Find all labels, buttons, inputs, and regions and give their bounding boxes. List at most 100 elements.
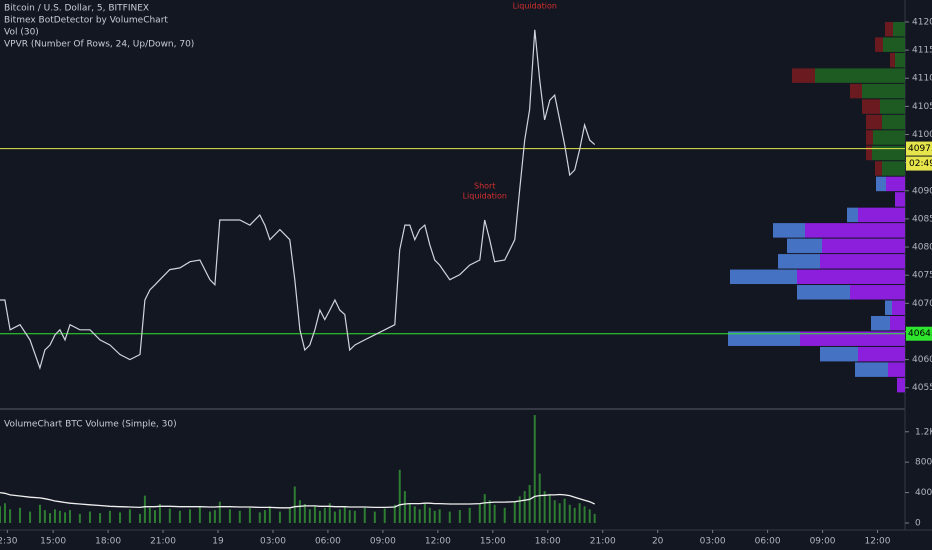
volume-profile-right [858, 346, 905, 362]
volume-profile-right [890, 315, 905, 331]
y-tick-label: 4105.0 [912, 102, 932, 112]
x-tick-label: 06:00 [755, 537, 781, 547]
x-tick-label: 18:00 [95, 537, 121, 547]
volume-bar [108, 510, 111, 523]
y-tick-label: 4085.0 [912, 214, 932, 224]
volume-bar [448, 511, 451, 523]
volume-profile-left [850, 83, 862, 99]
volume-bar [288, 508, 291, 523]
volume-bar [528, 484, 531, 523]
volume-bar [118, 512, 121, 523]
volume-bar [338, 509, 341, 523]
x-tick-label: 21:00 [150, 537, 176, 547]
volume-bar [138, 513, 141, 523]
volume-bar [483, 494, 486, 523]
volume-profile-right [895, 52, 905, 68]
volume-bar [18, 507, 21, 523]
volume-profile-left [778, 254, 820, 269]
volume-profile-right [888, 362, 905, 377]
volume-profile-right [886, 176, 905, 192]
volume-bar [29, 511, 32, 523]
volume-profile-left [876, 176, 886, 192]
volume-bar [263, 510, 266, 523]
volume-profile-right [815, 68, 905, 83]
indicator-label: VPVR (Number Of Rows, 24, Up/Down, 70) [4, 40, 194, 50]
price-label-box [906, 326, 932, 341]
volume-bar [423, 503, 426, 523]
volume-bar [143, 495, 146, 523]
volume-bar [478, 503, 481, 523]
x-tick-label: 19 [212, 537, 224, 547]
x-tick-label: 12:00 [425, 537, 451, 547]
volume-profile-right [897, 377, 905, 393]
volume-profile-right [895, 192, 905, 207]
volume-bar [148, 507, 151, 523]
volume-bar [373, 511, 376, 523]
volume-profile-left [866, 130, 873, 145]
volume-profile-left [797, 285, 850, 300]
volume-profile-right [805, 223, 905, 238]
volume-bar [583, 506, 586, 523]
price-label: 4097.5 [908, 144, 932, 154]
volume-bar [99, 513, 102, 523]
volume-bar [153, 510, 156, 523]
annotation: Short [474, 182, 495, 191]
x-tick-label: 15:00 [40, 537, 66, 547]
volume-profile-right [800, 331, 905, 346]
y-tick-label: 4060.0 [912, 355, 932, 365]
volume-bar [458, 510, 461, 523]
x-tick-label: 21:00 [590, 537, 616, 547]
x-tick-label: 09:00 [810, 537, 836, 547]
y-tick-label: 4075.0 [912, 271, 932, 281]
volume-bar [0, 506, 1, 523]
x-tick-label: 12:00 [865, 537, 891, 547]
volume-bar [308, 509, 311, 523]
volume-bar [9, 509, 12, 523]
y-tick-label: 0 [915, 519, 921, 529]
volume-profile-right [850, 285, 905, 300]
volume-bar [518, 496, 521, 523]
volume-bar [433, 510, 436, 523]
volume-bar [298, 500, 301, 523]
volume-profile-right [862, 83, 905, 99]
volume-profile-left [875, 37, 883, 52]
price-label: 4064.6 [908, 329, 932, 339]
volume-bar [313, 506, 316, 523]
volume-bar [418, 509, 421, 523]
volume-profile-right [873, 130, 905, 145]
indicator-label: Vol (30) [4, 28, 39, 38]
x-tick-label: 2:30 [0, 537, 18, 547]
indicator-label: Bitmex BotDetector by VolumeChart [4, 16, 168, 26]
y-tick-label: 1.2K [915, 427, 932, 437]
annotation: Liquidation [513, 1, 557, 10]
volume-bar [3, 503, 6, 523]
volume-bar [493, 504, 496, 523]
volume-bar [538, 473, 541, 523]
volume-profile-left [855, 362, 888, 377]
volume-bar [218, 501, 221, 523]
volume-bar [303, 503, 306, 523]
volume-bar [49, 513, 52, 523]
volume-profile-left [728, 331, 800, 346]
volume-bar [343, 507, 346, 523]
volume-bar [128, 509, 131, 523]
volume-profile-right [882, 114, 905, 130]
volume-bar [238, 510, 241, 523]
countdown-label: 02:49 [909, 159, 932, 169]
y-tick-label: 4115.0 [912, 46, 932, 56]
countdown-box [906, 156, 932, 171]
volume-bar [543, 491, 546, 523]
volume-bar [198, 507, 201, 523]
volume-bar [393, 504, 396, 523]
volume-bar [323, 507, 326, 523]
volume-profile-left [890, 52, 895, 68]
volume-bar [363, 507, 366, 523]
volume-average-line [0, 491, 595, 509]
chart-title: Bitcoin / U.S. Dollar, 5, BITFINEX [4, 4, 149, 14]
x-tick-label: 20 [652, 537, 664, 547]
volume-profile-right [872, 145, 905, 161]
volume-bar [293, 486, 296, 523]
volume-bar [563, 498, 566, 523]
volume-bar [568, 504, 571, 523]
